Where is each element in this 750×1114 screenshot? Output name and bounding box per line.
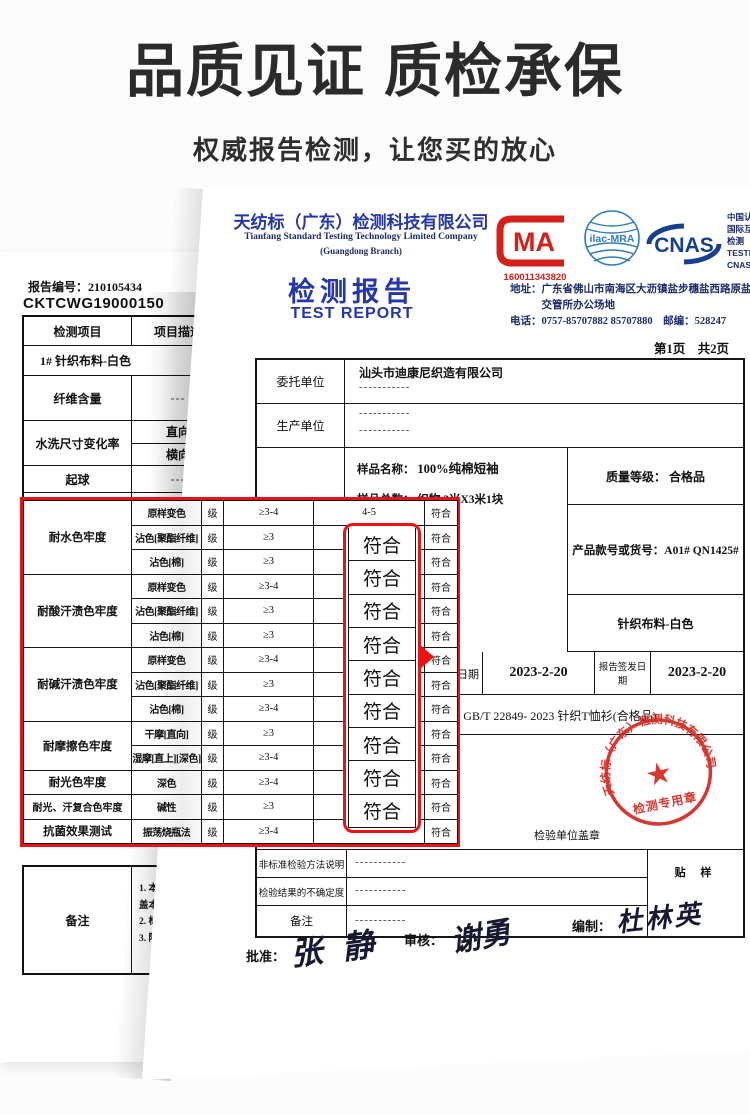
client-value: 汕头市迪康尼织造有限公司 ----------- [345,360,743,404]
standard-row: GB/T 22849- 2023 针织T恤衫(合格品) [257,695,743,735]
sample-row: 1# 针织布料-白色 [40,354,131,368]
fastness-result-table: 耐水色牢度 原样变色 级 ≥3-4 4-5 符合 沾色[聚酯纤维] 级 ≥3 符… [23,500,458,844]
row-wash-direction-1: 直向 [132,421,224,443]
highlighted-result-table: 耐水色牢度 原样变色 级 ≥3-4 4-5 符合 沾色[聚酯纤维] 级 ≥3 符… [20,497,460,847]
attach-sample-cell: 贴 样 [647,850,743,936]
svg-text:CNAS: CNAS [654,234,714,257]
page-number: 第1页 共2页 [654,342,730,356]
stamp-row: 检验单位盖章 [257,735,743,850]
column-header-test-item: 检测项目 [24,317,132,345]
row-fiber-content: 纤维含量 [24,376,132,420]
report-title-cn: 检测报告 [288,277,416,307]
svg-text:ilac-MRA: ilac-MRA [590,233,635,245]
lab-branch-en: (Guangdong Branch) [320,246,402,256]
accreditation-text: 中国认可 国际互认 检测 TESTING CNAS L9 [727,212,750,270]
table-row: 湿摩[直上][深色] 级 ≥3-4 符合 [24,745,458,771]
attach-sample-label: 贴 样 [674,867,718,879]
uncertainty-value: ----------- [347,878,647,906]
lab-company-name-en: Tianfang Standard Testing Technology Lim… [244,232,478,242]
cma-number: 160011343820 [503,272,567,283]
stamp-star-icon: ★ [642,755,675,793]
row-pilling-value: --- [132,466,224,492]
cnas-logo-icon: CNAS [644,222,724,266]
ilac-mra-logo-icon: ilac-MRA [582,206,642,270]
hero-section: 品质见证 质检承保 权威报告检测，让您买的放心 [0,0,750,167]
uncertainty-label: 检验结果的不确定度 [257,878,347,906]
row-pilling: 起球 [24,466,132,492]
report-code: CKTCWG19000150 [23,295,165,312]
test-date-value: 2023-2-20 [482,652,594,695]
nonstandard-label: 非标准检验方法说明 [257,850,347,878]
client-label: 委托单位 [257,360,345,404]
stamp-row-label: 检验单位盖章 [534,830,600,842]
issue-date-value: 2023-2-20 [650,652,743,695]
row-wash-direction-2: 横向 [132,442,224,466]
svg-text:MA: MA [513,227,555,257]
prepare-label: 编制： [572,919,612,934]
page-title: 品质见证 质检承保 [125,39,625,104]
lab-address: 地址：广东省佛山市南海区大沥镇盐步穗盐西路原盐 交管所办公场地 电话：0757-… [510,284,750,327]
lab-company-name: 天纺标（广东）检测科技有限公司 [233,213,489,232]
quality-grade-cell: 质量等级： 合格品 [567,448,743,505]
manufacturer-value: ----------- ----------- [345,404,743,448]
review-label: 审核： [404,933,444,948]
report-info-table: 委托单位 汕头市迪康尼织造有限公司 ----------- 生产单位 -----… [255,358,745,938]
column-header-description: 项目描述 [132,317,224,345]
remark-label: 备注 [24,867,132,973]
material-cell: 针织布料-白色 [567,595,743,652]
product-number-cell: 产品款号或货号：A01# QN1425# [567,505,743,595]
callout-pointer-icon [419,644,434,670]
approve-label: 批准： [246,949,286,964]
standard-text: GB/T 22849- 2023 针织T恤衫(合格品) [463,708,657,723]
cma-logo-icon: MA [494,212,576,270]
row-wash-dimension: 水洗尺寸变化率 [24,421,132,465]
review-signature: 谢勇 [448,915,514,959]
approve-signature: 张 静 [288,925,383,973]
report-number: 报告编号：210105434 [28,280,143,294]
inspection-stamp: 天纺标（广东）检测科技有限公司 ★ 检测专用章 [587,699,729,841]
page-subtitle: 权威报告检测，让您买的放心 [192,135,557,165]
table-row: 耐水色牢度 原样变色 级 ≥3-4 4-5 符合 [23,500,458,575]
report-remark-value: ----------- [355,914,407,926]
issue-date-label: 报告签发日期 [594,652,650,695]
report-title-en: TEST REPORT [290,305,414,322]
manufacturer-label: 生产单位 [257,404,345,448]
row-fiber-content-value: --- [132,376,224,420]
result-callout: 符合 符合 符合 符合 符合 符合 符合 符合 符合 [343,523,434,833]
report-remark-label: 备注 [257,906,347,936]
nonstandard-value: ----------- [347,850,647,878]
